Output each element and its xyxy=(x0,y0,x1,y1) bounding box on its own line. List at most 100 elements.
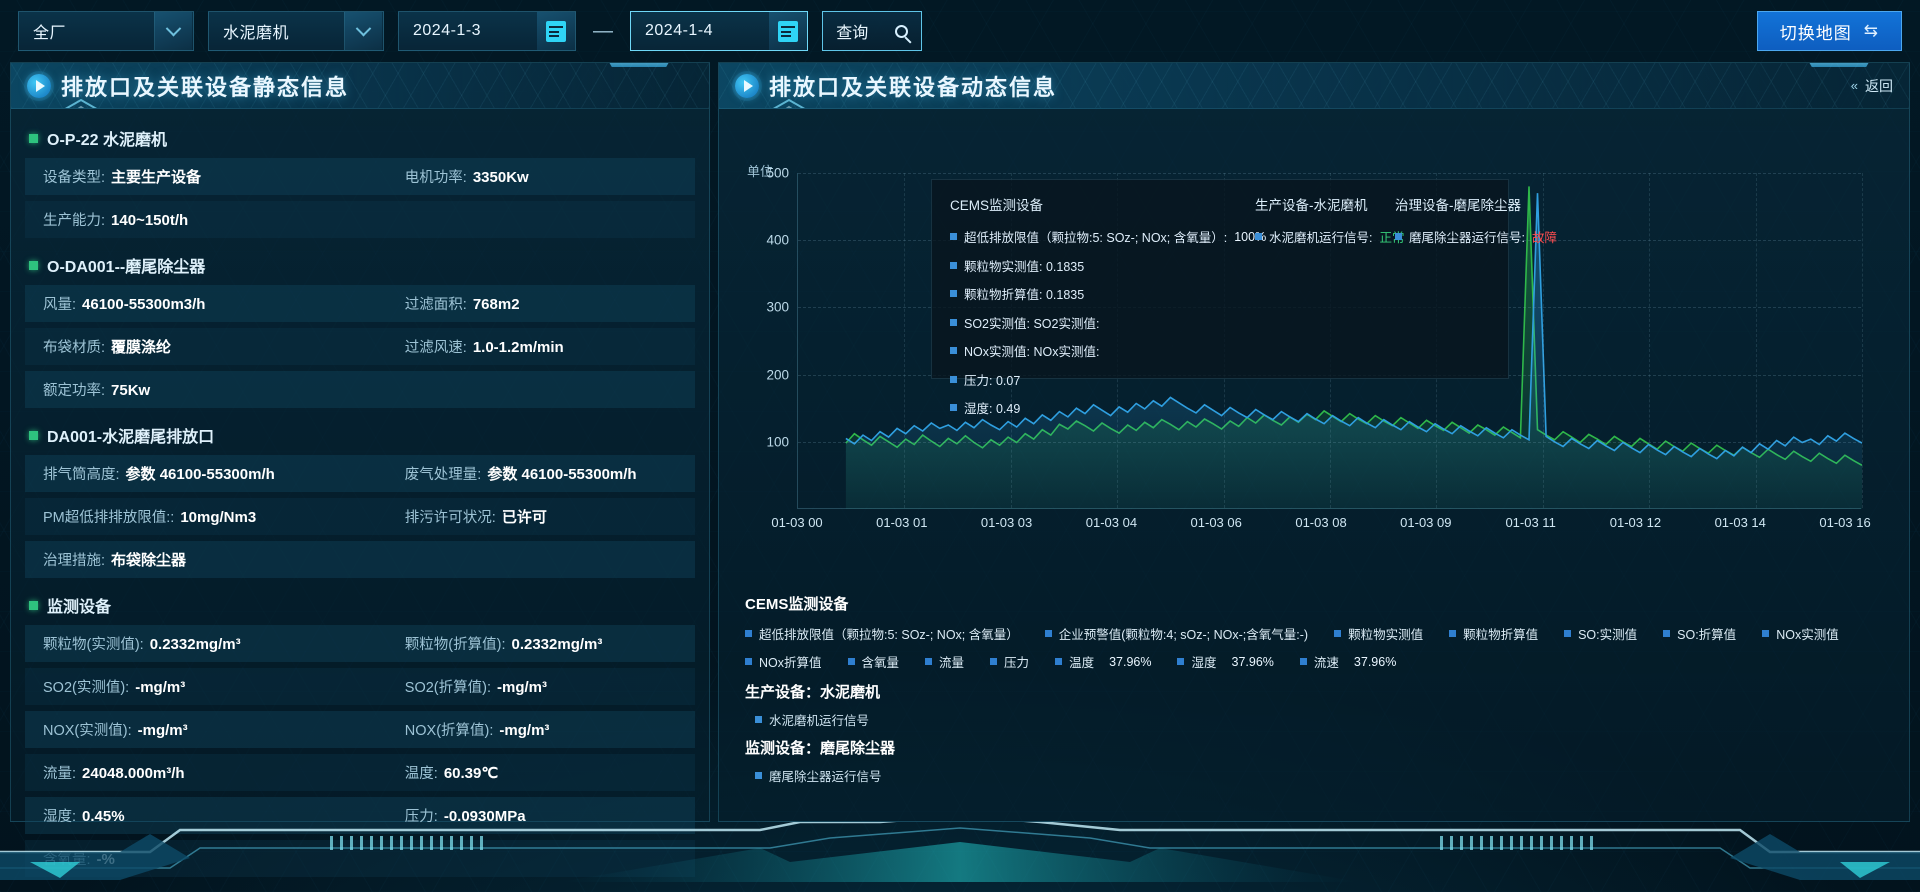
calendar-icon[interactable] xyxy=(769,12,807,50)
search-button[interactable]: 查询 xyxy=(822,11,922,51)
plant-select-value: 全厂 xyxy=(33,25,67,42)
legend-item[interactable]: 压力 xyxy=(990,652,1029,671)
legend-marker-icon xyxy=(1044,630,1052,637)
header-notch-deco xyxy=(1805,63,1873,67)
tooltip-item-label: 水泥磨机运行信号: xyxy=(1269,231,1373,245)
legend-item[interactable]: 湿度 37.96% xyxy=(1177,652,1274,671)
chart-gridline xyxy=(798,441,1861,443)
chart-y-tick-label: 500 xyxy=(766,165,789,181)
device-select[interactable]: 水泥磨机 xyxy=(208,11,384,51)
legend-item-label: 流量 xyxy=(939,656,965,670)
info-label: 过滤面积: xyxy=(404,297,467,313)
back-button[interactable]: « 返回 xyxy=(1851,76,1893,96)
chart-y-tick-label: 200 xyxy=(766,367,789,383)
legend-item-label: 水泥磨机运行信号 xyxy=(769,714,870,728)
tooltip-item-label: 超低排放限值（颗拉物:5: SOz-; NOx; 含氧量）: xyxy=(964,231,1228,245)
legend-item[interactable]: 流量 xyxy=(925,652,964,671)
search-button-label: 查询 xyxy=(836,25,869,42)
info-row: 额定功率: 75Kw xyxy=(25,371,695,408)
info-row: 布袋材质: 覆膜涤纶 过滤风速: 1.0-1.2m/min xyxy=(25,328,695,365)
legend-item[interactable]: 颗粒物折算值 xyxy=(1449,624,1538,643)
legend-item[interactable]: 颗粒物实测值 xyxy=(1334,624,1423,643)
tooltip-production-header: 生产设备-水泥磨机 xyxy=(1255,198,1368,213)
date-range-separator: — xyxy=(593,19,613,42)
tooltip-item: NOx实测值: NOx实测值: xyxy=(950,341,1255,360)
legend-item[interactable]: 温度 37.96% xyxy=(1055,652,1151,671)
info-row: PM超低排排放限值:: 10mg/Nm3 排污许可状况: 已许可 xyxy=(25,498,695,535)
info-value: -mg/m³ xyxy=(137,722,188,739)
plant-select[interactable]: 全厂 xyxy=(18,11,194,51)
calendar-icon[interactable] xyxy=(537,12,575,50)
info-row: 颗粒物(实测值): 0.2332mg/m³ 颗粒物(折算值): 0.2332mg/m³ xyxy=(25,625,695,662)
info-value: 主要生产设备 xyxy=(111,169,202,186)
date-end-input[interactable]: 2024-1-4 xyxy=(630,11,808,51)
tooltip-item-label: 湿度: 0.49 xyxy=(964,402,1021,416)
tooltip-item-label: SO2实测值: SO2实测值: xyxy=(964,316,1100,331)
dynamic-page-title: 排放口及关联设备动态信息 xyxy=(769,74,1058,100)
info-value: 768m2 xyxy=(472,296,520,313)
legend-item[interactable]: 流速 37.96% xyxy=(1299,652,1396,671)
chart-x-tick-label: 01-03 16 xyxy=(1819,515,1871,530)
legend-marker-icon xyxy=(1395,233,1402,240)
info-value: -% xyxy=(96,851,115,868)
legend-item[interactable]: SO:实测值 xyxy=(1564,624,1637,643)
legend-production-items: 水泥磨机运行信号 xyxy=(745,710,1887,729)
info-cell: 设备类型: 主要生产设备 xyxy=(25,166,387,187)
legend-cems-title: CEMS监测设备 xyxy=(745,596,849,613)
info-cell: 风量: 46100-55300m3/h xyxy=(25,293,387,314)
legend-marker-icon xyxy=(1663,630,1671,637)
info-cell: NOX(实测值): -mg/m³ xyxy=(25,719,387,740)
info-value: 参数 46100-55300m/h xyxy=(487,466,637,483)
tooltip-item-label: 颗粒物折算值: 0.1835 xyxy=(964,288,1085,302)
date-start-input[interactable]: 2024-1-3 xyxy=(398,11,576,51)
status-dot-icon xyxy=(29,600,38,610)
legend-item-label: 颗粒物折算值 xyxy=(1463,628,1539,642)
info-value: 60.39℃ xyxy=(443,765,499,782)
legend-item-label: 企业预警值(颗粒物:4; sOz-; NOx-;含氧气量:-) xyxy=(1058,628,1309,642)
switch-map-button[interactable]: 切换地图 ⇆ xyxy=(1756,11,1902,51)
info-cell: 废气处理量: 参数 46100-55300m/h xyxy=(387,463,695,484)
status-dot-icon xyxy=(29,133,38,143)
legend-item[interactable]: 水泥磨机运行信号 xyxy=(755,710,1887,729)
info-label: 设备类型: xyxy=(43,170,106,186)
chevron-down-icon[interactable] xyxy=(154,12,192,50)
info-cell: 排污许可状况: 已许可 xyxy=(387,506,695,527)
info-value: 3350Kw xyxy=(472,169,529,186)
legend-item[interactable]: 企业预警值(颗粒物:4; sOz-; NOx-;含氧气量:-) xyxy=(1044,624,1309,643)
legend-item[interactable]: 含氧量 xyxy=(847,652,899,671)
date-end-value: 2024-1-4 xyxy=(645,22,714,39)
legend-item[interactable]: 磨尾除尘器运行信号 xyxy=(755,766,1887,785)
info-cell: PM超低排排放限值:: 10mg/Nm3 xyxy=(25,506,387,527)
legend-item-label: NOx实测值 xyxy=(1776,628,1839,642)
legend-item-label: 磨尾除尘器运行信号 xyxy=(769,770,882,784)
legend-item[interactable]: NOx折算值 xyxy=(745,652,822,671)
legend-item[interactable]: SO:折算值 xyxy=(1663,624,1736,643)
tooltip-col-production: 生产设备-水泥磨机 水泥磨机运行信号: 正常 xyxy=(1255,194,1405,427)
date-start-value: 2024-1-3 xyxy=(413,22,482,39)
legend-item-label: 湿度 xyxy=(1191,656,1217,670)
info-cell: 颗粒物(折算值): 0.2332mg/m³ xyxy=(387,633,695,654)
info-row: SO2(实测值): -mg/m³ SO2(折算值): -mg/m³ xyxy=(25,668,695,705)
page-title: 排放口及关联设备静态信息 xyxy=(61,74,350,100)
info-value: -mg/m³ xyxy=(497,679,547,696)
info-label: 过滤风速: xyxy=(404,340,467,356)
dynamic-info-header: 排放口及关联设备动态信息 « 返回 xyxy=(719,63,1909,109)
chart-legend: CEMS监测设备 超低排放限值（颗拉物:5: SOz-; NOx; 含氧量） 企业… xyxy=(719,593,1909,785)
info-value: 1.0-1.2m/min xyxy=(472,339,564,356)
info-value: 75Kw xyxy=(111,382,151,399)
info-group-header: 监测设备 xyxy=(25,584,695,625)
legend-item[interactable]: 超低排放限值（颗拉物:5: SOz-; NOx; 含氧量） xyxy=(745,624,1019,643)
static-info-list: O-P-22 水泥磨机 设备类型: 主要生产设备 电机功率: 3350Kw 生产能力: 14… xyxy=(11,109,709,877)
legend-marker-icon xyxy=(950,404,957,411)
info-label: 温度: xyxy=(404,766,438,782)
chevron-down-icon[interactable] xyxy=(344,12,382,50)
info-value: 布袋除尘器 xyxy=(111,552,187,569)
legend-item[interactable]: NOx实测值 xyxy=(1762,624,1839,643)
info-value: 0.45% xyxy=(82,808,125,825)
info-label: 生产能力: xyxy=(43,213,106,229)
legend-marker-icon xyxy=(990,658,998,665)
legend-marker-icon xyxy=(950,261,957,269)
chart-unit-label: 单位 xyxy=(747,164,774,179)
info-cell: 排气筒高度: 参数 46100-55300m/h xyxy=(25,463,387,484)
legend-marker-icon xyxy=(1055,658,1063,665)
